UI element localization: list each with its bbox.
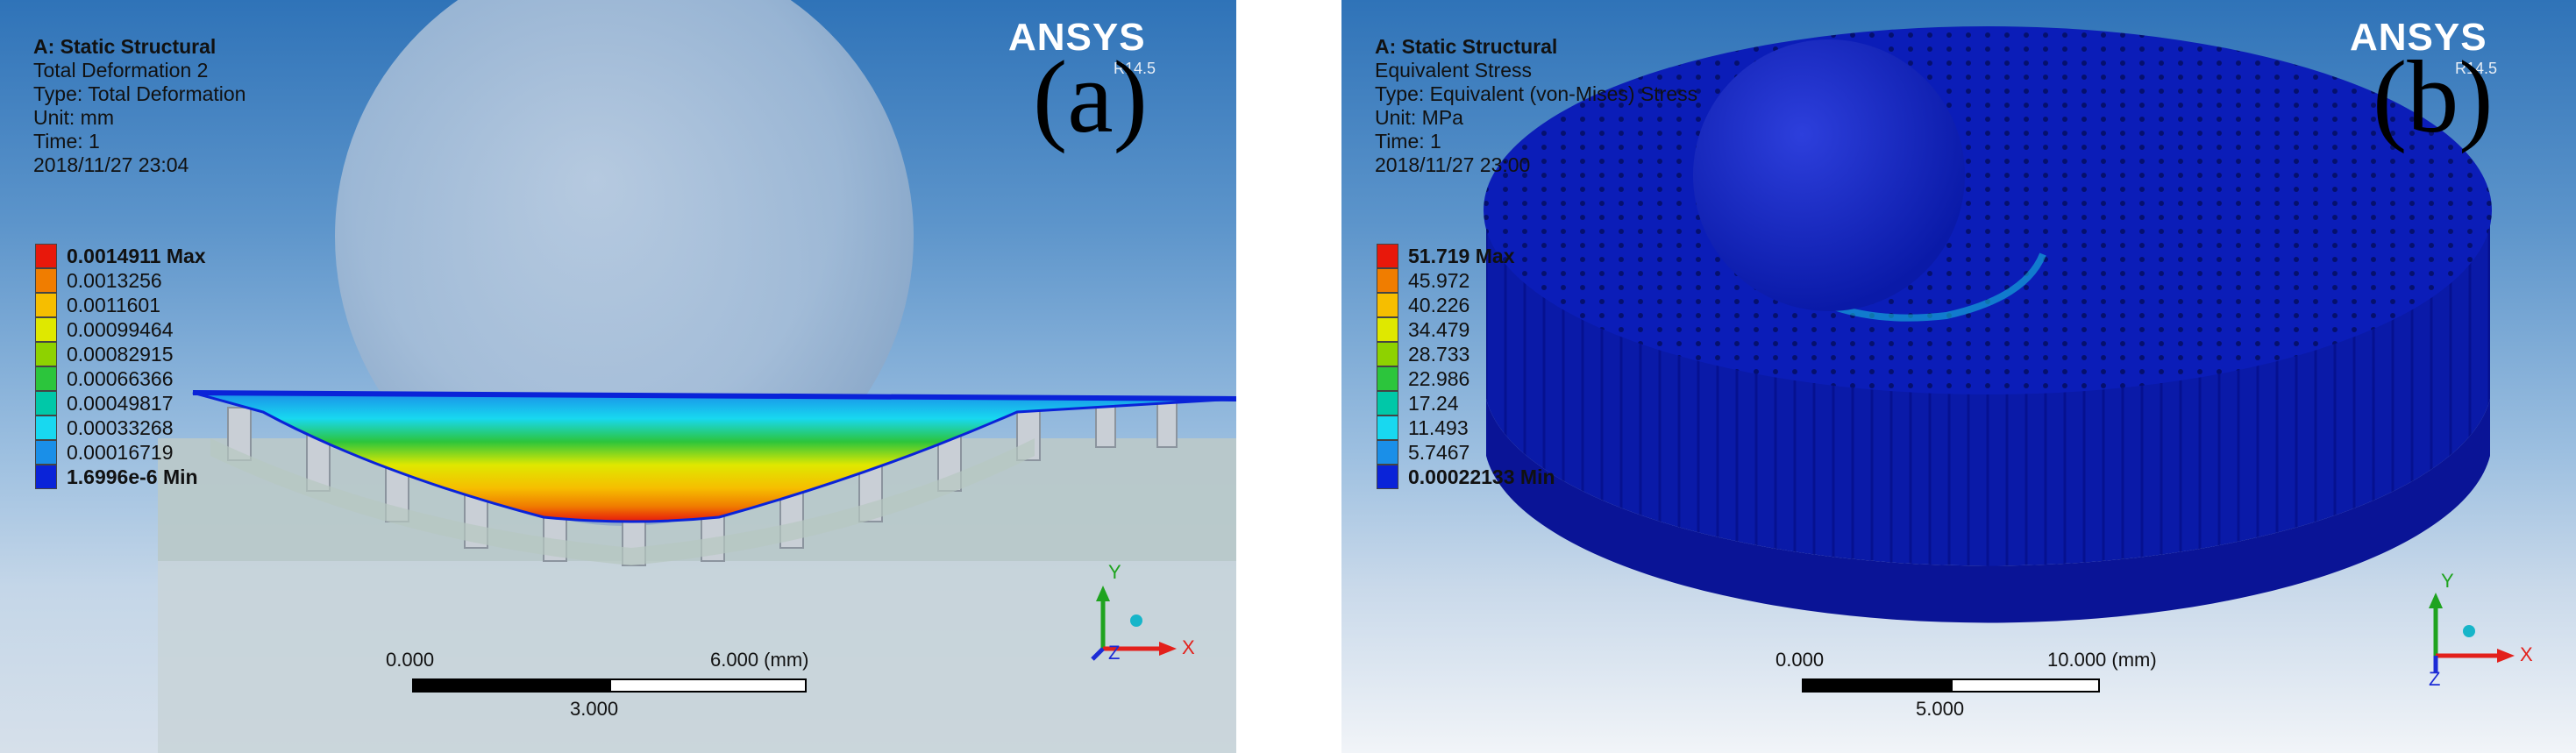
axis-z-label: Z bbox=[2429, 668, 2441, 690]
ansys-version: R14.5 bbox=[2455, 60, 2498, 77]
ansys-logo: ANSYS bbox=[1008, 16, 1146, 59]
legend-swatch bbox=[35, 293, 57, 317]
legend-swatch bbox=[1377, 440, 1398, 465]
legend-swatch bbox=[35, 465, 57, 489]
legend-swatch bbox=[1377, 244, 1398, 268]
scale-left-label: 0.000 bbox=[1775, 649, 1825, 671]
contact-region bbox=[210, 438, 1035, 565]
legend-label: 0.00066366 bbox=[67, 367, 174, 390]
analysis-title: A: Static Structural bbox=[33, 35, 217, 58]
axis-x-label: X bbox=[1182, 636, 1195, 658]
legend-label: 1.6996e-6 Min bbox=[67, 465, 198, 488]
legend-label: 0.00082915 bbox=[67, 343, 174, 366]
scale-right-label: 6.000 (mm) bbox=[710, 649, 809, 671]
model-viewport[interactable] bbox=[1341, 0, 2576, 753]
legend-label: 11.493 bbox=[1408, 416, 1469, 439]
legend-label: 45.972 bbox=[1408, 269, 1470, 292]
scale-mid-label: 3.000 bbox=[570, 698, 619, 720]
legend-swatch bbox=[1377, 465, 1398, 489]
axis-z-label: Z bbox=[1108, 642, 1121, 664]
legend-label: 0.00016719 bbox=[67, 441, 174, 464]
legend-swatch bbox=[1377, 391, 1398, 416]
scale-mid-label: 5.000 bbox=[1916, 698, 1965, 720]
indenter-sphere bbox=[1693, 39, 1965, 311]
result-type: Type: Total Deformation bbox=[33, 82, 246, 105]
panel-b-equivalent-stress: A: Static Structural Equivalent Stress T… bbox=[1341, 0, 2576, 753]
scale-left-label: 0.000 bbox=[386, 649, 435, 671]
legend-label: 0.0014911 Max bbox=[67, 245, 206, 267]
legend-label: 40.226 bbox=[1408, 294, 1470, 316]
legend-swatch bbox=[35, 440, 57, 465]
deformed-plate bbox=[192, 391, 1236, 523]
legend-swatch bbox=[35, 342, 57, 366]
scale-right-label: 10.000 (mm) bbox=[2047, 649, 2157, 671]
ansys-version: R14.5 bbox=[1114, 60, 1156, 77]
legend-label: 28.733 bbox=[1408, 343, 1470, 366]
legend-label: 51.719 Max bbox=[1408, 245, 1515, 267]
legend-label: 0.0013256 bbox=[67, 269, 162, 292]
legend-swatch bbox=[1377, 317, 1398, 342]
legend-swatch bbox=[1377, 342, 1398, 366]
scale-bar-white bbox=[1951, 678, 2100, 693]
axis-x-label: X bbox=[2520, 643, 2533, 665]
plate-top-edge bbox=[192, 390, 1236, 401]
result-unit: Unit: MPa bbox=[1375, 106, 1463, 129]
result-info: A: Static Structural Total Deformation 2… bbox=[33, 35, 246, 177]
legend-label: 5.7467 bbox=[1408, 441, 1470, 464]
coordinate-triad[interactable]: Y X Z bbox=[2416, 570, 2548, 706]
result-unit: Unit: mm bbox=[33, 106, 114, 129]
legend-swatch bbox=[1377, 268, 1398, 293]
base-ring bbox=[1486, 399, 2490, 623]
axis-y-label: Y bbox=[2441, 570, 2454, 592]
result-type: Type: Equivalent (von-Mises) Stress bbox=[1375, 82, 1698, 105]
legend-label: 22.986 bbox=[1408, 367, 1470, 390]
legend-swatch bbox=[35, 416, 57, 440]
legend-label: 34.479 bbox=[1408, 318, 1470, 341]
panel-letter: (a) bbox=[1033, 39, 1148, 154]
ansys-logo: ANSYS bbox=[2350, 16, 2487, 59]
triad-axes bbox=[1091, 586, 1177, 661]
legend-label: 17.24 bbox=[1408, 392, 1459, 415]
legend-swatch bbox=[35, 391, 57, 416]
analysis-title: A: Static Structural bbox=[1375, 35, 1558, 58]
legend-swatch bbox=[35, 366, 57, 391]
legend-swatch bbox=[1377, 366, 1398, 391]
panel-letter: (b) bbox=[2373, 39, 2494, 154]
legend-label: 0.00049817 bbox=[67, 392, 174, 415]
scale-bar-white bbox=[609, 678, 807, 693]
panel-a-total-deformation: A: Static Structural Total Deformation 2… bbox=[0, 0, 1236, 753]
result-name: Total Deformation 2 bbox=[33, 59, 209, 82]
legend-swatch bbox=[35, 317, 57, 342]
legend-swatch bbox=[35, 268, 57, 293]
result-time: Time: 1 bbox=[33, 130, 100, 153]
result-time: Time: 1 bbox=[1375, 130, 1441, 153]
scale-bar-black bbox=[1802, 678, 1951, 693]
legend-swatch bbox=[1377, 293, 1398, 317]
legend-label: 0.0011601 bbox=[67, 294, 161, 316]
result-info: A: Static Structural Equivalent Stress T… bbox=[1375, 35, 1697, 177]
legend-swatch bbox=[35, 244, 57, 268]
legend-swatch bbox=[1377, 416, 1398, 440]
triad-axes bbox=[2429, 593, 2515, 673]
result-name: Equivalent Stress bbox=[1375, 59, 1532, 82]
result-timestamp: 2018/11/27 23:04 bbox=[33, 153, 189, 176]
model-viewport[interactable] bbox=[0, 0, 1236, 753]
scale-bar-black bbox=[412, 678, 609, 693]
coordinate-triad[interactable]: Y X Z bbox=[1078, 561, 1201, 671]
result-timestamp: 2018/11/27 23:00 bbox=[1375, 153, 1531, 176]
axis-y-label: Y bbox=[1108, 561, 1121, 583]
legend-label: 0.00099464 bbox=[67, 318, 174, 341]
legend-label: 0.00033268 bbox=[67, 416, 174, 439]
legend-label: 0.00022133 Min bbox=[1408, 465, 1555, 488]
